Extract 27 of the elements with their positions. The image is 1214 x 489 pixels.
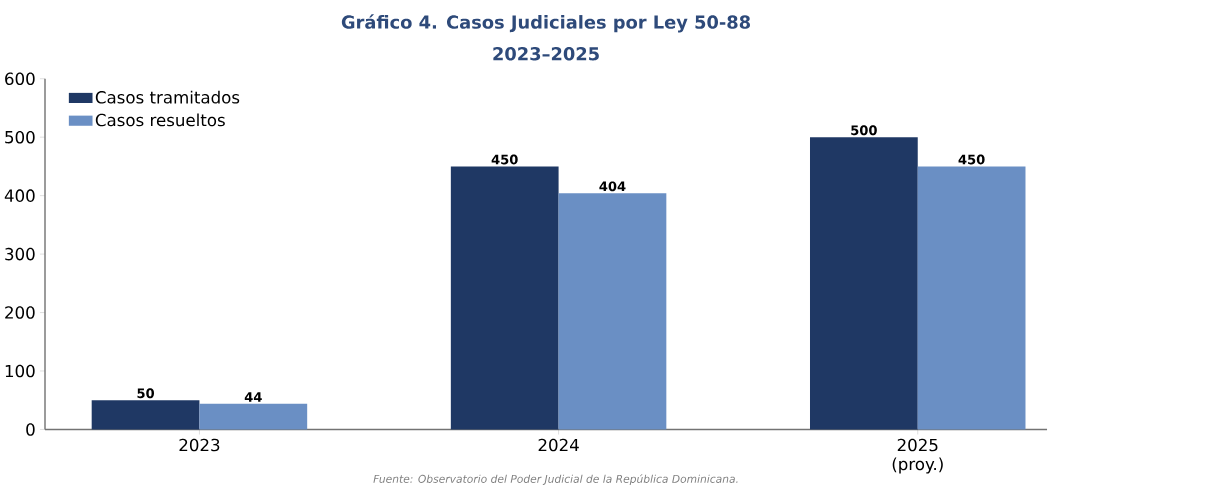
bar xyxy=(809,137,918,430)
chart-subtitle: 2023–2025 xyxy=(493,47,599,61)
y-tick-label: 300 xyxy=(5,247,35,261)
legend-label: Casos tramitados xyxy=(95,90,240,104)
x-tick-label: 2024 xyxy=(538,438,579,452)
bar xyxy=(558,193,667,430)
y-tick-label: 500 xyxy=(5,130,35,144)
y-tick-label: 0 xyxy=(26,423,35,436)
x-tick-label: 2023 xyxy=(179,438,220,452)
x-tick-label: 2025 (proy.) xyxy=(892,438,943,474)
data-label: 450 xyxy=(491,154,518,165)
data-label: 500 xyxy=(851,125,877,136)
data-label: 50 xyxy=(137,388,155,399)
bar xyxy=(199,403,308,430)
y-tick-label: 400 xyxy=(4,189,35,202)
bar xyxy=(91,400,200,430)
y-tick-label: 200 xyxy=(5,306,35,319)
y-tick-label: 600 xyxy=(5,72,35,86)
data-label: 44 xyxy=(244,392,262,402)
chart-title: Gráfico 4. Casos Judiciales por Ley 50-88 xyxy=(341,14,750,33)
legend-label: Casos resueltos xyxy=(95,113,225,127)
data-label: 404 xyxy=(599,181,626,192)
y-tick-label: 100 xyxy=(5,364,35,378)
bar xyxy=(450,166,559,430)
data-label: 450 xyxy=(958,154,985,165)
bar xyxy=(917,166,1026,430)
source-note: Fuente: Observatorio del Poder Judicial de la República Dominicana. xyxy=(373,474,738,485)
